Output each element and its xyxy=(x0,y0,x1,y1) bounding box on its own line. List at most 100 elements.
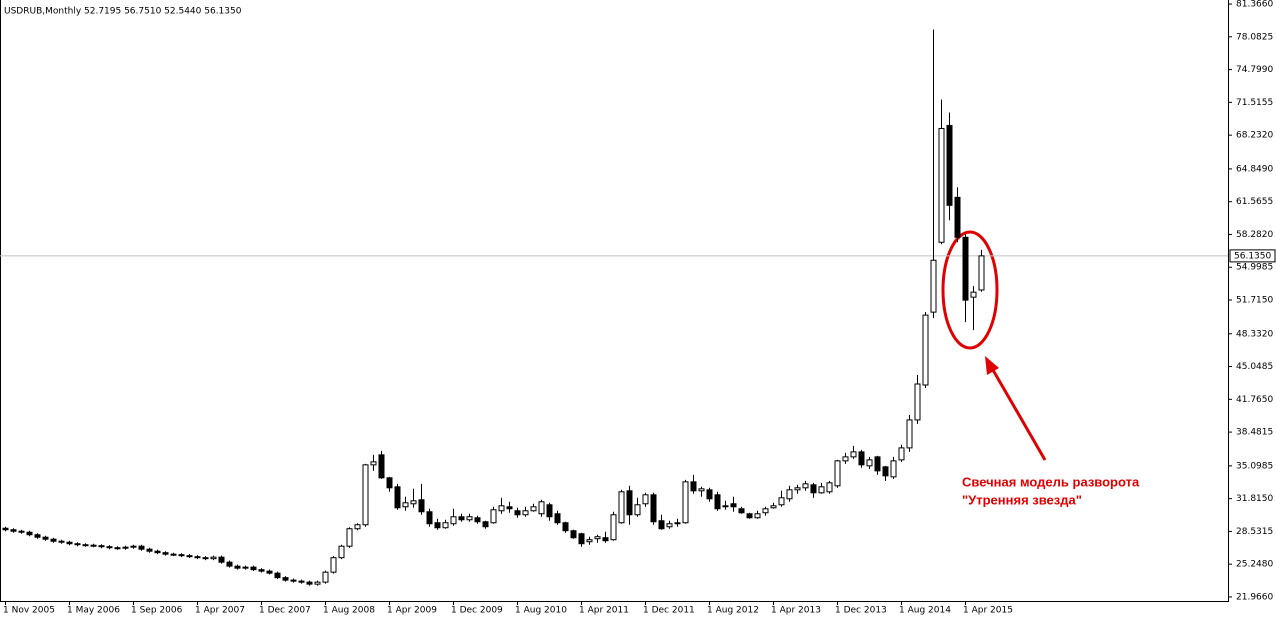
price-label: 56.1350 xyxy=(1234,251,1271,261)
y-tick-label: 81.3660 xyxy=(1236,0,1273,10)
candle-body xyxy=(746,513,753,519)
candle-body xyxy=(258,569,265,572)
y-tick-label: 64.8490 xyxy=(1236,164,1273,174)
candle-body xyxy=(114,547,121,550)
candle-body xyxy=(890,460,897,478)
y-tick-label: 45.0485 xyxy=(1236,362,1273,372)
candle-body xyxy=(442,522,449,529)
candle-body xyxy=(578,533,585,545)
candle-body xyxy=(322,571,329,583)
annotation: "Утренняя звезда" xyxy=(962,492,1082,507)
candle-body xyxy=(122,546,129,549)
x-tick-label: 1 Aug 2014 xyxy=(899,606,951,616)
candle-body xyxy=(850,451,857,458)
candle-body xyxy=(554,513,561,524)
candle-body xyxy=(18,530,25,533)
highlight-ellipse xyxy=(941,230,999,350)
candle-body xyxy=(714,494,721,510)
candle-body xyxy=(386,477,393,489)
candle-body xyxy=(426,511,433,525)
candle-body xyxy=(10,529,17,532)
candle-body xyxy=(234,565,241,569)
candle-body xyxy=(330,557,337,573)
candle-body xyxy=(546,504,553,518)
candle-body xyxy=(450,516,457,525)
x-tick-label: 1 Aug 2010 xyxy=(515,606,567,616)
candle-body xyxy=(402,502,409,508)
candle-body xyxy=(970,291,977,298)
candle-body xyxy=(66,541,73,545)
candle-body xyxy=(818,486,825,494)
candle-body xyxy=(586,539,593,543)
y-tick-label: 31.8150 xyxy=(1236,494,1273,504)
candle-body xyxy=(706,489,713,500)
candle-body xyxy=(82,544,89,547)
candle-body xyxy=(978,255,985,291)
y-tick-label: 51.7150 xyxy=(1236,296,1273,306)
x-tick-label: 1 Apr 2015 xyxy=(963,606,1013,616)
candle-body xyxy=(698,488,705,492)
candle-body xyxy=(522,510,529,516)
y-tick-label: 21.9660 xyxy=(1236,592,1273,602)
x-tick-label: 1 May 2006 xyxy=(67,606,120,616)
y-tick-label: 28.5315 xyxy=(1236,527,1273,537)
candle-body xyxy=(802,483,809,489)
x-tick-label: 1 Dec 2011 xyxy=(643,606,695,616)
candle-body xyxy=(466,516,473,521)
price-label-box xyxy=(1229,249,1276,263)
candle-body xyxy=(458,516,465,521)
candle-body xyxy=(354,524,361,530)
candle-body xyxy=(834,460,841,487)
candle-body xyxy=(58,540,65,543)
candle-body xyxy=(50,538,57,542)
candle-body xyxy=(42,536,49,540)
candle-body xyxy=(210,556,217,560)
candle-body xyxy=(2,527,9,531)
candle-body xyxy=(90,544,97,547)
candle-body xyxy=(626,490,633,516)
arrow xyxy=(991,369,1047,461)
candle-body xyxy=(538,501,545,515)
x-tick-label: 1 Sep 2006 xyxy=(131,606,183,616)
candle-body xyxy=(26,531,33,536)
candle-body xyxy=(618,491,625,524)
y-tick-label: 35.0985 xyxy=(1236,461,1273,471)
chart-subtitle: USDRUB,Monthly 52.7195 56.7510 52.5440 5… xyxy=(4,7,242,17)
candle-body xyxy=(674,522,681,525)
candle-body xyxy=(650,494,657,523)
candle-body xyxy=(682,481,689,524)
candle-body xyxy=(394,486,401,509)
candle-body xyxy=(722,505,729,508)
candle-body xyxy=(530,506,537,512)
candle-body xyxy=(418,499,425,513)
candle-body xyxy=(842,456,849,462)
candle-body xyxy=(562,522,569,532)
y-tick-label: 61.5655 xyxy=(1236,197,1273,207)
x-tick-label: 1 Dec 2007 xyxy=(259,606,311,616)
candle-body xyxy=(514,510,521,516)
candle-body xyxy=(826,482,833,493)
candle-body xyxy=(946,124,953,206)
candle-body xyxy=(906,419,913,449)
candle-body xyxy=(754,513,761,519)
candle-body xyxy=(482,521,489,528)
candle-body xyxy=(794,487,801,491)
candle-body xyxy=(954,196,961,238)
y-tick-label: 54.9985 xyxy=(1236,263,1273,273)
candle-body xyxy=(338,545,345,559)
x-tick-label: 1 Aug 2008 xyxy=(323,606,375,616)
candle-body xyxy=(34,534,41,538)
candle-body xyxy=(594,536,601,540)
candle-body xyxy=(738,508,745,514)
candle-body xyxy=(74,543,81,546)
candle-body xyxy=(786,489,793,500)
candle-body xyxy=(370,461,377,466)
y-tick-label: 68.2320 xyxy=(1236,131,1273,141)
x-tick-label: 1 Apr 2007 xyxy=(195,606,245,616)
arrow-head xyxy=(985,356,999,375)
candle-body xyxy=(938,127,945,243)
candle-body xyxy=(250,566,257,571)
candle-body xyxy=(106,546,113,549)
candle-body xyxy=(314,581,321,585)
